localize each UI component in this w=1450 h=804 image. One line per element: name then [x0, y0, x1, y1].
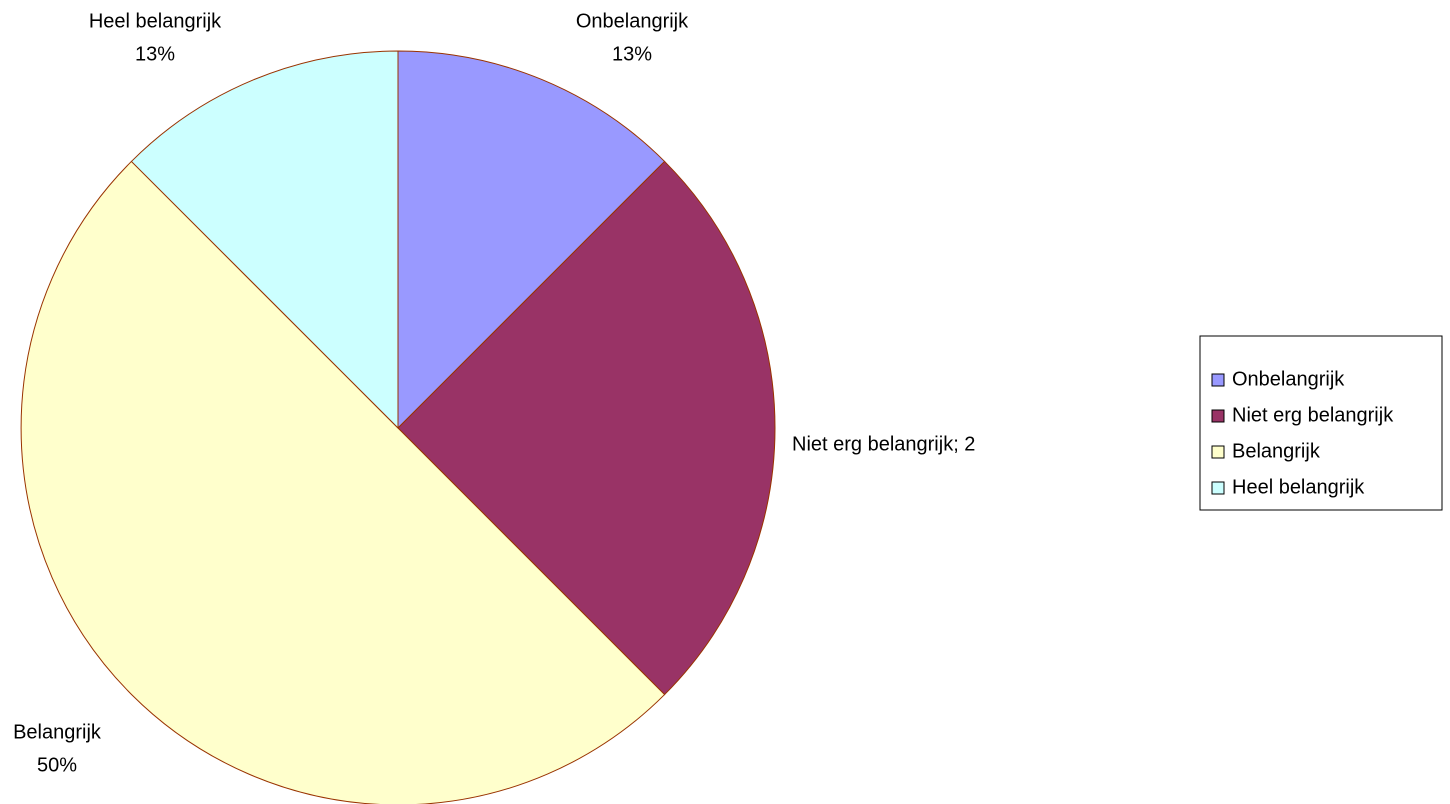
data-label-category: Belangrijk	[13, 721, 102, 743]
legend-label: Belangrijk	[1232, 440, 1321, 462]
pie-slice	[397, 160, 776, 696]
data-labels: Onbelangrijk 13% Niet erg belangrijk; 2 Bel…	[13, 10, 975, 776]
pie	[20, 50, 776, 804]
pie-slice	[130, 50, 399, 430]
data-label: Niet erg belangrijk; 2	[792, 433, 975, 455]
legend-swatch	[1211, 445, 1225, 459]
legend-swatch	[1211, 409, 1225, 423]
legend-swatch	[1211, 481, 1225, 495]
legend-label: Heel belangrijk	[1232, 476, 1365, 498]
legend: Onbelangrijk Niet erg belangrijk Belangrij…	[1199, 335, 1443, 511]
legend-box	[1199, 335, 1443, 511]
pie-slice	[397, 50, 666, 430]
legend-swatch	[1211, 373, 1225, 387]
data-label: 13%	[135, 43, 175, 65]
data-label: 50%	[37, 754, 77, 776]
data-label: 13%	[612, 43, 652, 65]
legend-label: Onbelangrijk	[1232, 368, 1345, 390]
pie-slice	[20, 160, 666, 804]
legend-label: Niet erg belangrijk	[1232, 404, 1394, 426]
data-label-category: Heel belangrijk	[89, 10, 222, 32]
data-label-category: Onbelangrijk	[576, 10, 689, 32]
